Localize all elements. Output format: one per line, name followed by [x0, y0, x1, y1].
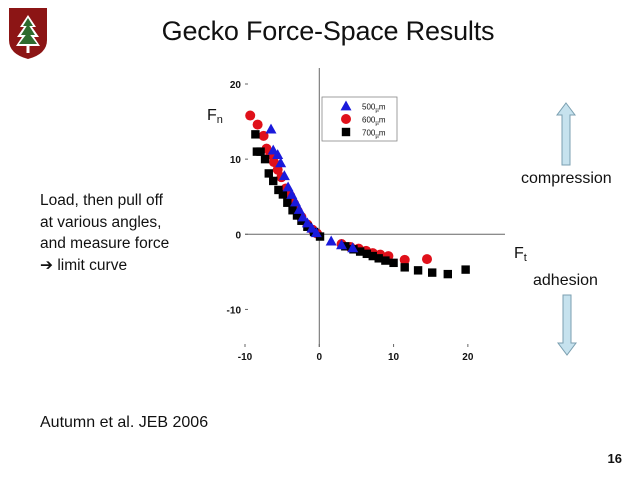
description-line: Load, then pull off [40, 192, 163, 209]
data-point-triangle [275, 157, 287, 168]
description-line: ➔ limit curve [40, 256, 128, 274]
page-number: 16 [607, 451, 622, 466]
x-tick-label: 10 [388, 352, 400, 363]
data-point-triangle [325, 235, 337, 246]
legend-marker-circle [341, 114, 351, 124]
data-point-square [256, 147, 265, 156]
data-point-square [269, 176, 278, 186]
compression-label: compression [521, 170, 612, 187]
data-point-triangle [282, 181, 294, 192]
data-point-triangle [310, 227, 322, 238]
right-arrow-icon: ➔ [40, 256, 53, 274]
data-point-triangle [272, 149, 284, 160]
adhesion-label: adhesion [533, 272, 598, 289]
data-point-square [274, 185, 283, 195]
data-point-triangle [301, 217, 313, 228]
data-point-circle [399, 254, 410, 265]
data-point-circle [268, 157, 279, 168]
x-tick-label: -10 [238, 352, 253, 363]
y-tick-label: 10 [230, 155, 242, 166]
slide-title: Gecko Force-Space Results [161, 16, 495, 46]
legend-marker-square [341, 127, 351, 137]
y-tick-label: 20 [230, 80, 242, 91]
data-point-triangle [286, 188, 298, 199]
x-axis-label: Ft [514, 245, 527, 264]
compression-up-arrow-icon [556, 102, 576, 166]
data-point-square [264, 169, 273, 178]
data-point-circle [245, 110, 256, 121]
data-point-square [413, 266, 423, 275]
data-point-square [400, 263, 409, 272]
data-point-triangle [347, 242, 359, 253]
x-tick-label: 20 [462, 352, 474, 363]
data-point-circle [422, 254, 432, 265]
y-axis-label: Fn [207, 107, 223, 126]
data-point-square [251, 130, 260, 139]
adhesion-down-arrow-icon [557, 294, 577, 356]
data-point-square [381, 256, 390, 265]
y-tick-label: 0 [235, 230, 241, 241]
data-point-square [443, 269, 452, 279]
legend-label: 700µm [362, 129, 386, 140]
data-point-square [355, 247, 365, 256]
data-point-square [288, 206, 297, 215]
legend-label: 500µm [362, 103, 386, 114]
description-line: and measure force [40, 235, 170, 252]
data-point-triangle [290, 196, 302, 207]
stanford-tree-logo-icon [9, 8, 47, 59]
data-point-triangle [336, 239, 348, 250]
data-point-square [428, 268, 437, 277]
x-tick-label: 0 [317, 352, 323, 363]
data-point-square [260, 154, 270, 164]
data-point-triangle [293, 203, 305, 214]
legend-box [321, 96, 398, 142]
data-point-circle [252, 119, 263, 130]
description-text: Load, then pull off at various angles, a… [40, 190, 169, 276]
legend-label: 600µm [362, 116, 386, 127]
legend-marker-triangle [340, 100, 352, 111]
data-point-square [374, 254, 383, 263]
citation: Autumn et al. JEB 2006 [40, 414, 209, 431]
data-point-square [389, 258, 398, 268]
data-point-square [368, 251, 377, 261]
data-point-triangle [267, 144, 279, 155]
data-point-square [362, 249, 372, 259]
data-point-square [292, 211, 302, 220]
data-point-triangle [297, 211, 309, 222]
data-point-square [283, 198, 292, 207]
y-tick-label: -10 [227, 305, 242, 316]
data-point-triangle [278, 170, 290, 181]
description-line: at various angles, [40, 213, 162, 231]
data-point-triangle [306, 222, 318, 233]
data-point-triangle [265, 123, 277, 134]
data-point-square [461, 265, 470, 274]
data-point-square [278, 190, 288, 199]
